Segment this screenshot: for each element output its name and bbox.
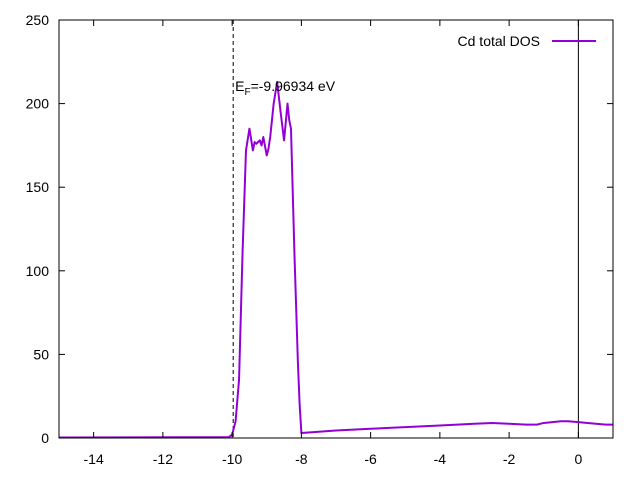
x-tick-label: -2 [503, 451, 516, 467]
axis-ticks: -14 -12 -10 -8 -6 -4 -2 0 0 50 100 150 200 250 [26, 12, 613, 467]
x-tick-label: 0 [574, 451, 582, 467]
y-tick-label: 100 [26, 263, 50, 279]
y-tick-label: 150 [26, 179, 50, 195]
legend-label: Cd total DOS [458, 33, 540, 49]
plot-frame [58, 19, 614, 439]
series-line-cd-total-dos [58, 80, 613, 439]
x-tick-label: -8 [295, 451, 308, 467]
y-tick-label: 250 [26, 12, 50, 28]
x-tick-label: -4 [434, 451, 447, 467]
x-tick-label: -14 [84, 451, 104, 467]
legend: Cd total DOS [458, 33, 596, 49]
annotations: EF=-9.96934 eV [235, 78, 336, 98]
x-tick-label: -10 [222, 451, 242, 467]
fermi-energy-label: EF=-9.96934 eV [235, 78, 336, 98]
y-tick-label: 200 [26, 96, 50, 112]
x-tick-label: -6 [364, 451, 377, 467]
x-tick-label: -12 [153, 451, 173, 467]
y-tick-label: 0 [41, 430, 49, 446]
reference-lines [232, 20, 579, 438]
y-tick-label: 50 [33, 346, 49, 362]
series-lines [58, 80, 613, 439]
